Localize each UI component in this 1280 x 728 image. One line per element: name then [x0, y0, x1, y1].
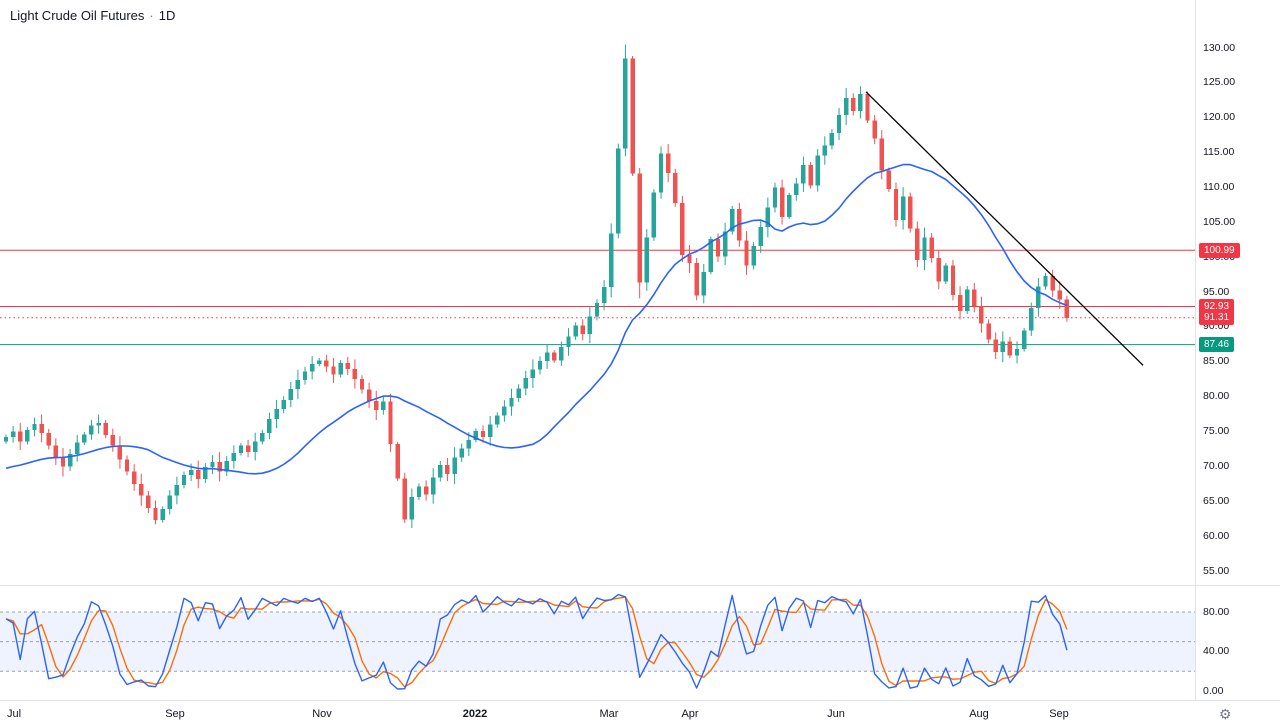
moving-average-line[interactable] — [5, 163, 1068, 475]
price-axis[interactable]: 130.00 125.00 120.00 115.00 110.00 105.00 100.… — [1196, 0, 1280, 585]
price-line-badge[interactable]: 91.31 — [1199, 310, 1235, 326]
time-label-Mar: Mar — [599, 708, 619, 720]
time-label-Aug: Aug — [969, 708, 989, 720]
time-label-Jul: Jul — [6, 708, 22, 720]
price-axis-border — [1195, 0, 1196, 700]
time-axis[interactable]: ⚙ Jul Sep Nov 2022 Mar Apr Jun Aug Sep — [0, 701, 1280, 728]
price-line-badge[interactable]: 92.93 — [1199, 299, 1235, 314]
time-label-Jun: Jun — [827, 708, 845, 720]
price-tick: 130.00 — [1203, 41, 1236, 54]
symbol-title: Light Crude Oil Futures — [10, 8, 145, 23]
price-tick: 105.00 — [1203, 215, 1236, 228]
time-label-2022: 2022 — [462, 708, 488, 720]
stochastic-pane[interactable] — [0, 586, 1195, 700]
time-label-Nov: Nov — [312, 708, 332, 720]
price-tick: 80.00 — [1203, 390, 1230, 403]
time-label-Apr: Apr — [681, 708, 699, 720]
price-tick: 115.00 — [1203, 146, 1235, 159]
price-tick: 125.00 — [1203, 76, 1236, 89]
price-line-badge[interactable]: 87.46 — [1199, 337, 1235, 353]
symbol-legend[interactable]: Light Crude Oil Futures · 1D — [10, 8, 175, 23]
price-tick: 60.00 — [1203, 529, 1230, 542]
price-tick: 55.00 — [1203, 564, 1230, 577]
price-tick: 120.00 — [1203, 111, 1236, 124]
candles-layer — [3, 44, 1070, 528]
price-line-badge[interactable]: 100.99 — [1199, 242, 1240, 258]
main-price-pane[interactable] — [0, 0, 1195, 585]
stoch-axis[interactable]: 80.00 40.00 0.00 — [1196, 586, 1280, 700]
stoch-tick: 0.00 — [1203, 684, 1224, 697]
stoch-tick: 80.00 — [1203, 605, 1230, 618]
time-label-Sep: Sep — [165, 708, 185, 720]
price-tick: 70.00 — [1203, 459, 1230, 472]
stoch-tick: 40.00 — [1203, 645, 1230, 657]
price-tick: 85.00 — [1203, 355, 1230, 368]
pane-separator[interactable] — [0, 585, 1280, 586]
settings-gear-icon[interactable]: ⚙ — [1219, 706, 1232, 722]
price-tick: 110.00 — [1203, 180, 1235, 193]
time-label-Sep: Sep — [1049, 708, 1069, 720]
price-tick: 75.00 — [1203, 425, 1230, 438]
price-tick: 95.00 — [1203, 285, 1230, 298]
time-axis-border — [0, 700, 1280, 701]
trendline[interactable] — [865, 91, 1144, 366]
interval-label: 1D — [158, 8, 176, 23]
price-tick: 65.00 — [1203, 494, 1230, 507]
legend-separator: · — [149, 8, 154, 23]
stoch-k-line[interactable] — [5, 593, 1068, 690]
